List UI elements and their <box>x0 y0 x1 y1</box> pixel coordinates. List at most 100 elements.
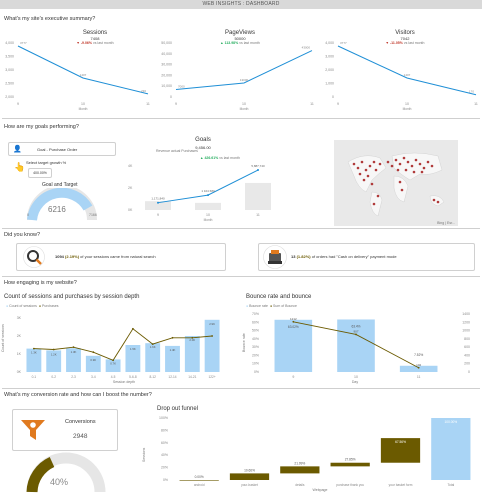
point <box>417 366 420 369</box>
funnel-title: Drop out funnel <box>157 406 199 412</box>
y-tick-label: 4K <box>128 164 133 168</box>
data-label: 230 <box>141 89 146 93</box>
goal-dropdown[interactable]: 👤 Goal - Purchase Order <box>8 142 116 156</box>
data-label: 0.00% <box>195 475 204 479</box>
data-label: 1 104 680 <box>201 189 215 193</box>
point <box>211 335 214 337</box>
bar <box>229 473 270 480</box>
map-dot <box>426 160 430 164</box>
point <box>33 347 35 350</box>
x-tick-label: 9 <box>175 102 177 106</box>
y2-tick-label: 400 <box>464 353 470 357</box>
bar <box>105 359 121 372</box>
data-label: 5,887,740 <box>251 164 265 168</box>
y-tick-label: 1,000 <box>325 82 334 86</box>
legend-swatch-icon: ● <box>38 304 42 308</box>
fact-card-search: 1094 (2.19%) of your sessions came from … <box>16 243 226 271</box>
line-label: 1212 <box>290 317 297 321</box>
bounce-xlabel: Day <box>351 380 359 384</box>
map-dot <box>418 162 422 166</box>
data-label: 1407 <box>80 73 87 77</box>
goals-vs: vs last month <box>219 156 240 160</box>
x-axis-label: Month <box>403 107 412 111</box>
y-tick-label: 20% <box>252 353 259 357</box>
y-tick-label: 4,000 <box>5 41 14 45</box>
fact-text: of your sessions came from natural searc… <box>80 254 156 259</box>
title-bar: WEB INSIGHTS : DASHBOARD <box>0 0 482 9</box>
divider <box>2 276 480 277</box>
y-tick-label: 2K <box>128 186 133 190</box>
data-label: 2.0K <box>189 338 195 342</box>
series-line <box>175 50 313 90</box>
point <box>355 333 357 336</box>
x-tick-label: Total <box>447 483 454 487</box>
legend-swatch-icon: ● <box>269 304 273 308</box>
data-label: 170 <box>469 90 474 94</box>
point <box>92 351 95 354</box>
x-tick-label: 9 <box>337 102 339 106</box>
kpi-visitors: Visitors 7042 ▼ -11.05% vs last month <box>345 30 465 45</box>
map-dot <box>402 156 406 160</box>
kpi-value: 7042 <box>400 36 410 41</box>
y-tick-label: 3,000 <box>5 68 14 72</box>
x-axis-label: Month <box>240 107 249 111</box>
map-dot <box>430 164 434 168</box>
map-dot <box>356 166 360 170</box>
y-tick-label: 30% <box>252 345 259 349</box>
x-tick-label: 10 <box>206 213 210 217</box>
kpi-value: 50000 <box>234 36 246 41</box>
series-line <box>33 328 213 361</box>
section-engaging-title: How engaging is my website? <box>4 280 77 286</box>
funnel-chart: 0% 20% 40% 60% 80% 100% 0.00% android 10.66% your… <box>159 416 471 487</box>
point <box>72 346 75 349</box>
map-dot <box>412 170 416 174</box>
data-label: 1.4K <box>170 348 176 352</box>
x-tick-label: 12-14 <box>168 375 176 379</box>
x-tick-label: 0-2 <box>51 375 56 379</box>
bar <box>145 343 161 372</box>
x-tick-label: 14-21 <box>188 375 196 379</box>
line-label: 907 <box>353 329 358 333</box>
kpi-vs: vs last month <box>92 41 114 45</box>
map-dot <box>364 168 368 172</box>
x-tick-label: 9 <box>17 102 19 106</box>
conversions-label: Conversions <box>65 419 96 425</box>
kpi-value: 7408 <box>90 36 100 41</box>
y-tick-label: 60% <box>252 320 259 324</box>
y-tick-label: 40% <box>161 453 168 457</box>
bar <box>179 480 219 481</box>
bar <box>125 345 141 372</box>
map-dot <box>410 164 414 168</box>
depth-ylabel: Count of sessions <box>1 324 5 352</box>
data-label: 3777 <box>340 41 347 45</box>
bar <box>431 418 471 480</box>
y-tick-label: 20,000 <box>161 73 172 77</box>
goals-chart: 0K 2K 4K 9 10 11 1,171,840 1 104 680 5,887,740 Mo… <box>128 164 271 222</box>
section-summary-title: What's my site's executive summary? <box>4 16 96 22</box>
fact-pct: (1.82%) <box>296 254 311 259</box>
x-tick-label: your basket form <box>389 483 413 487</box>
x-tick-label: 10 <box>81 102 85 106</box>
data-label: 0.7K <box>110 361 116 365</box>
x-tick-label: details <box>295 483 305 487</box>
data-label: 0.9K <box>90 358 96 362</box>
gauge-min: 0 <box>27 213 29 217</box>
cash-register-icon <box>263 245 287 269</box>
x-tick-label: 9 <box>157 213 159 217</box>
up-arrow-icon: ▲ <box>200 156 204 160</box>
point <box>257 169 259 172</box>
y-tick-label: 50,000 <box>161 41 172 45</box>
conversions-card: Conversions 2948 <box>12 409 118 451</box>
x-axis-label: Month <box>204 218 213 222</box>
y-tick-label: 3,000 <box>325 55 334 59</box>
depth-chart-title: Count of sessions and purchases by sessi… <box>4 294 140 300</box>
target-growth-input[interactable]: 400.00% <box>28 168 52 178</box>
section-know-title: Did you know? <box>4 232 41 238</box>
depth-chart: 0K 1K 2K 3K 1.3K 0-1 1.2K 0-2 1.3K 2-3 0.9K 3-4 0.7K… <box>17 316 220 379</box>
y-tick-label: 2K <box>17 334 22 338</box>
point <box>191 336 194 339</box>
map-dot <box>374 168 378 172</box>
orders-map[interactable]: Bing | Esr... <box>334 140 458 226</box>
map-dot <box>370 182 374 186</box>
data-label: 10.66% <box>244 468 255 472</box>
